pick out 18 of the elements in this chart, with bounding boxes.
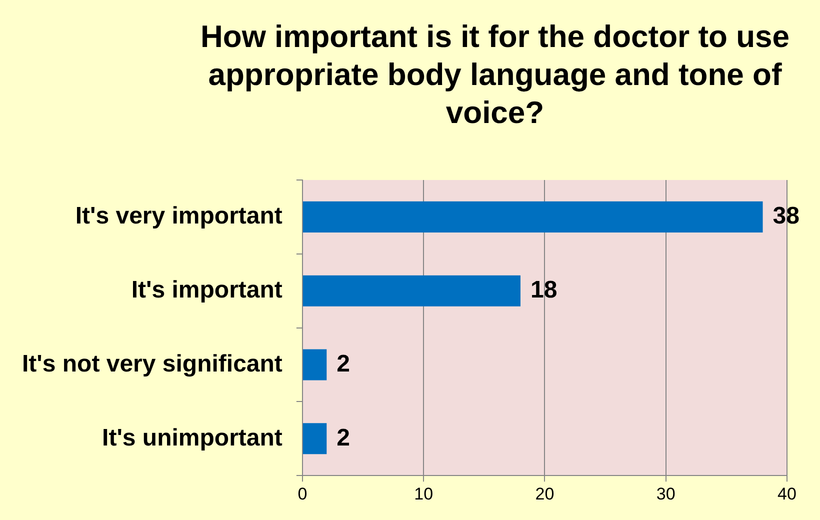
x-tick-label: 30 — [656, 484, 676, 504]
bar — [302, 423, 327, 454]
y-tick-label: It's very important — [75, 202, 282, 230]
x-tick-label: 10 — [414, 484, 434, 504]
data-label: 2 — [336, 350, 350, 378]
data-label: 38 — [772, 202, 800, 230]
y-tick-label: It's unimportant — [102, 424, 282, 452]
x-tick-label: 20 — [535, 484, 554, 504]
x-tick-label: 40 — [778, 484, 796, 504]
data-label: 2 — [336, 424, 350, 452]
data-label: 18 — [530, 276, 558, 304]
bar — [302, 201, 763, 232]
bar — [302, 349, 327, 380]
x-tick-label: 0 — [298, 484, 308, 504]
y-tick-label: It's not very significant — [22, 350, 282, 378]
y-tick-label: It's important — [131, 276, 282, 304]
chart-title: How important is it for the doctor to use appropriate body language and tone of voice? — [200, 18, 790, 132]
bar — [302, 275, 520, 306]
